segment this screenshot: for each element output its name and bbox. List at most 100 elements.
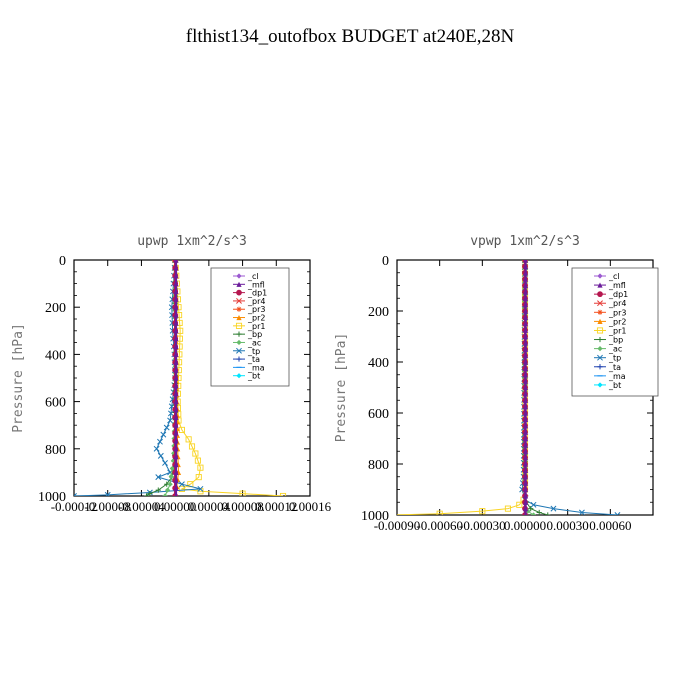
series-point-tp <box>160 431 167 438</box>
x-tick-label: 0.00004 <box>188 499 231 514</box>
series-point-mfl <box>522 314 529 320</box>
series-point-tp <box>74 493 77 496</box>
legend-marker <box>597 336 603 343</box>
series-point-mfl <box>522 499 529 505</box>
series-point-tp <box>167 410 174 417</box>
legend-label: _pr2 <box>247 314 265 323</box>
y-tick-label: 600 <box>45 396 66 411</box>
series-point-ac <box>171 443 177 449</box>
x-tick-label: -0.00030 <box>459 518 506 533</box>
series-point-pr1 <box>239 490 246 496</box>
series-point-mfl <box>173 469 179 475</box>
series-point-bp <box>545 512 551 515</box>
x-tick-label: -0.00060 <box>416 518 463 533</box>
x-tick-label: 0.00030 <box>547 518 589 533</box>
y-tick-label: 200 <box>368 305 389 320</box>
series-point-mfl <box>173 414 179 420</box>
y-tick-label: 800 <box>45 443 66 458</box>
legend-marker <box>597 346 603 352</box>
series-point-tp <box>578 509 585 515</box>
series-point-mfl <box>522 461 529 467</box>
series-point-mfl <box>522 340 529 346</box>
legend-marker <box>236 339 242 346</box>
legend-label: _pr2 <box>608 317 626 326</box>
x-tick-label: 0.00012 <box>255 499 297 514</box>
series-point-mfl <box>522 493 529 499</box>
series-point-mfl <box>522 416 529 422</box>
legend-box <box>210 267 290 387</box>
series-point-mfl <box>522 282 529 289</box>
x-tick-label: 0.00060 <box>589 518 631 533</box>
legend-label: _mfl <box>247 280 265 289</box>
series-point-mfl <box>522 378 529 384</box>
series-point-mfl <box>173 422 179 428</box>
series-line-bp <box>524 260 548 515</box>
series-point-mfl <box>173 485 179 491</box>
legend-label: _pr4 <box>608 299 626 308</box>
legend-marker <box>597 364 603 370</box>
legend-marker <box>236 281 242 287</box>
legend-marker <box>597 300 603 307</box>
series-point-pr1 <box>194 457 201 464</box>
series-point-mfl <box>522 276 529 282</box>
series-point-tp <box>155 474 162 481</box>
series-point-mfl <box>173 477 179 483</box>
series-point-tp <box>157 438 163 445</box>
series-point-mfl <box>522 506 529 512</box>
legend-label: _ma <box>247 363 265 372</box>
legend-label: _dp1 <box>247 289 267 298</box>
y-tick-label: 0 <box>59 254 66 269</box>
series-point-ac <box>170 458 177 464</box>
legend-marker <box>236 306 242 312</box>
legend-marker <box>597 309 603 315</box>
series-group <box>74 260 287 496</box>
legend-label: _mfl <box>608 281 626 290</box>
series-point-mfl <box>522 486 529 493</box>
legend-marker <box>236 314 242 321</box>
series-point-mfl <box>522 270 529 276</box>
legend-label: _ta <box>608 363 621 372</box>
series-point-mfl <box>522 333 529 340</box>
series-point-mfl <box>522 455 529 461</box>
series-point-mfl <box>173 461 179 468</box>
legend-label: _pr1 <box>608 326 626 335</box>
x-tick-label: -0.00008 <box>84 499 131 514</box>
series-point-pr1 <box>195 474 202 481</box>
legend-label: _tp <box>608 354 621 363</box>
legend-label: _cl <box>608 272 620 281</box>
series-point-pr1 <box>178 426 185 433</box>
series-point-mfl <box>522 429 529 435</box>
series-point-ac <box>168 473 174 479</box>
panel-title: upwp 1xm^2/s^3 <box>137 234 247 249</box>
series-point-pr1 <box>185 436 192 443</box>
legend-marker <box>597 318 603 324</box>
y-tick-label: 400 <box>368 356 389 371</box>
series-point-mfl <box>173 320 179 326</box>
series-point-mfl <box>522 442 529 448</box>
y-tick-label: 800 <box>368 458 389 473</box>
y-tick-label: 600 <box>368 407 389 422</box>
series-point-mfl <box>173 343 179 350</box>
series-point-mfl <box>173 260 179 263</box>
legend-marker <box>236 273 242 279</box>
series-point-bp <box>528 506 534 512</box>
legend-marker <box>597 282 603 288</box>
series-point-pr1 <box>436 510 443 515</box>
legend-marker <box>236 373 242 379</box>
series-point-pr1 <box>188 443 196 450</box>
x-tick-label: 0.00000 <box>154 499 196 514</box>
legend-marker <box>597 354 603 361</box>
legend-label: _bt <box>247 372 260 381</box>
series-point-mfl <box>173 304 179 310</box>
series-point-tp <box>178 481 185 488</box>
y-axis-label: Pressure [hPa] <box>11 323 26 433</box>
x-tick-label: 0.00016 <box>289 499 332 514</box>
series-point-mfl <box>173 288 179 295</box>
legend-label: _tp <box>247 347 260 356</box>
legend: _cl_mfl_dp1_pr4_pr3_pr2_pr1_bp_ac_tp_ta_… <box>210 267 290 387</box>
legend-marker <box>236 289 242 296</box>
series-point-tp <box>614 512 621 515</box>
series-point-mfl <box>522 391 529 397</box>
series-point-mfl <box>522 384 529 391</box>
